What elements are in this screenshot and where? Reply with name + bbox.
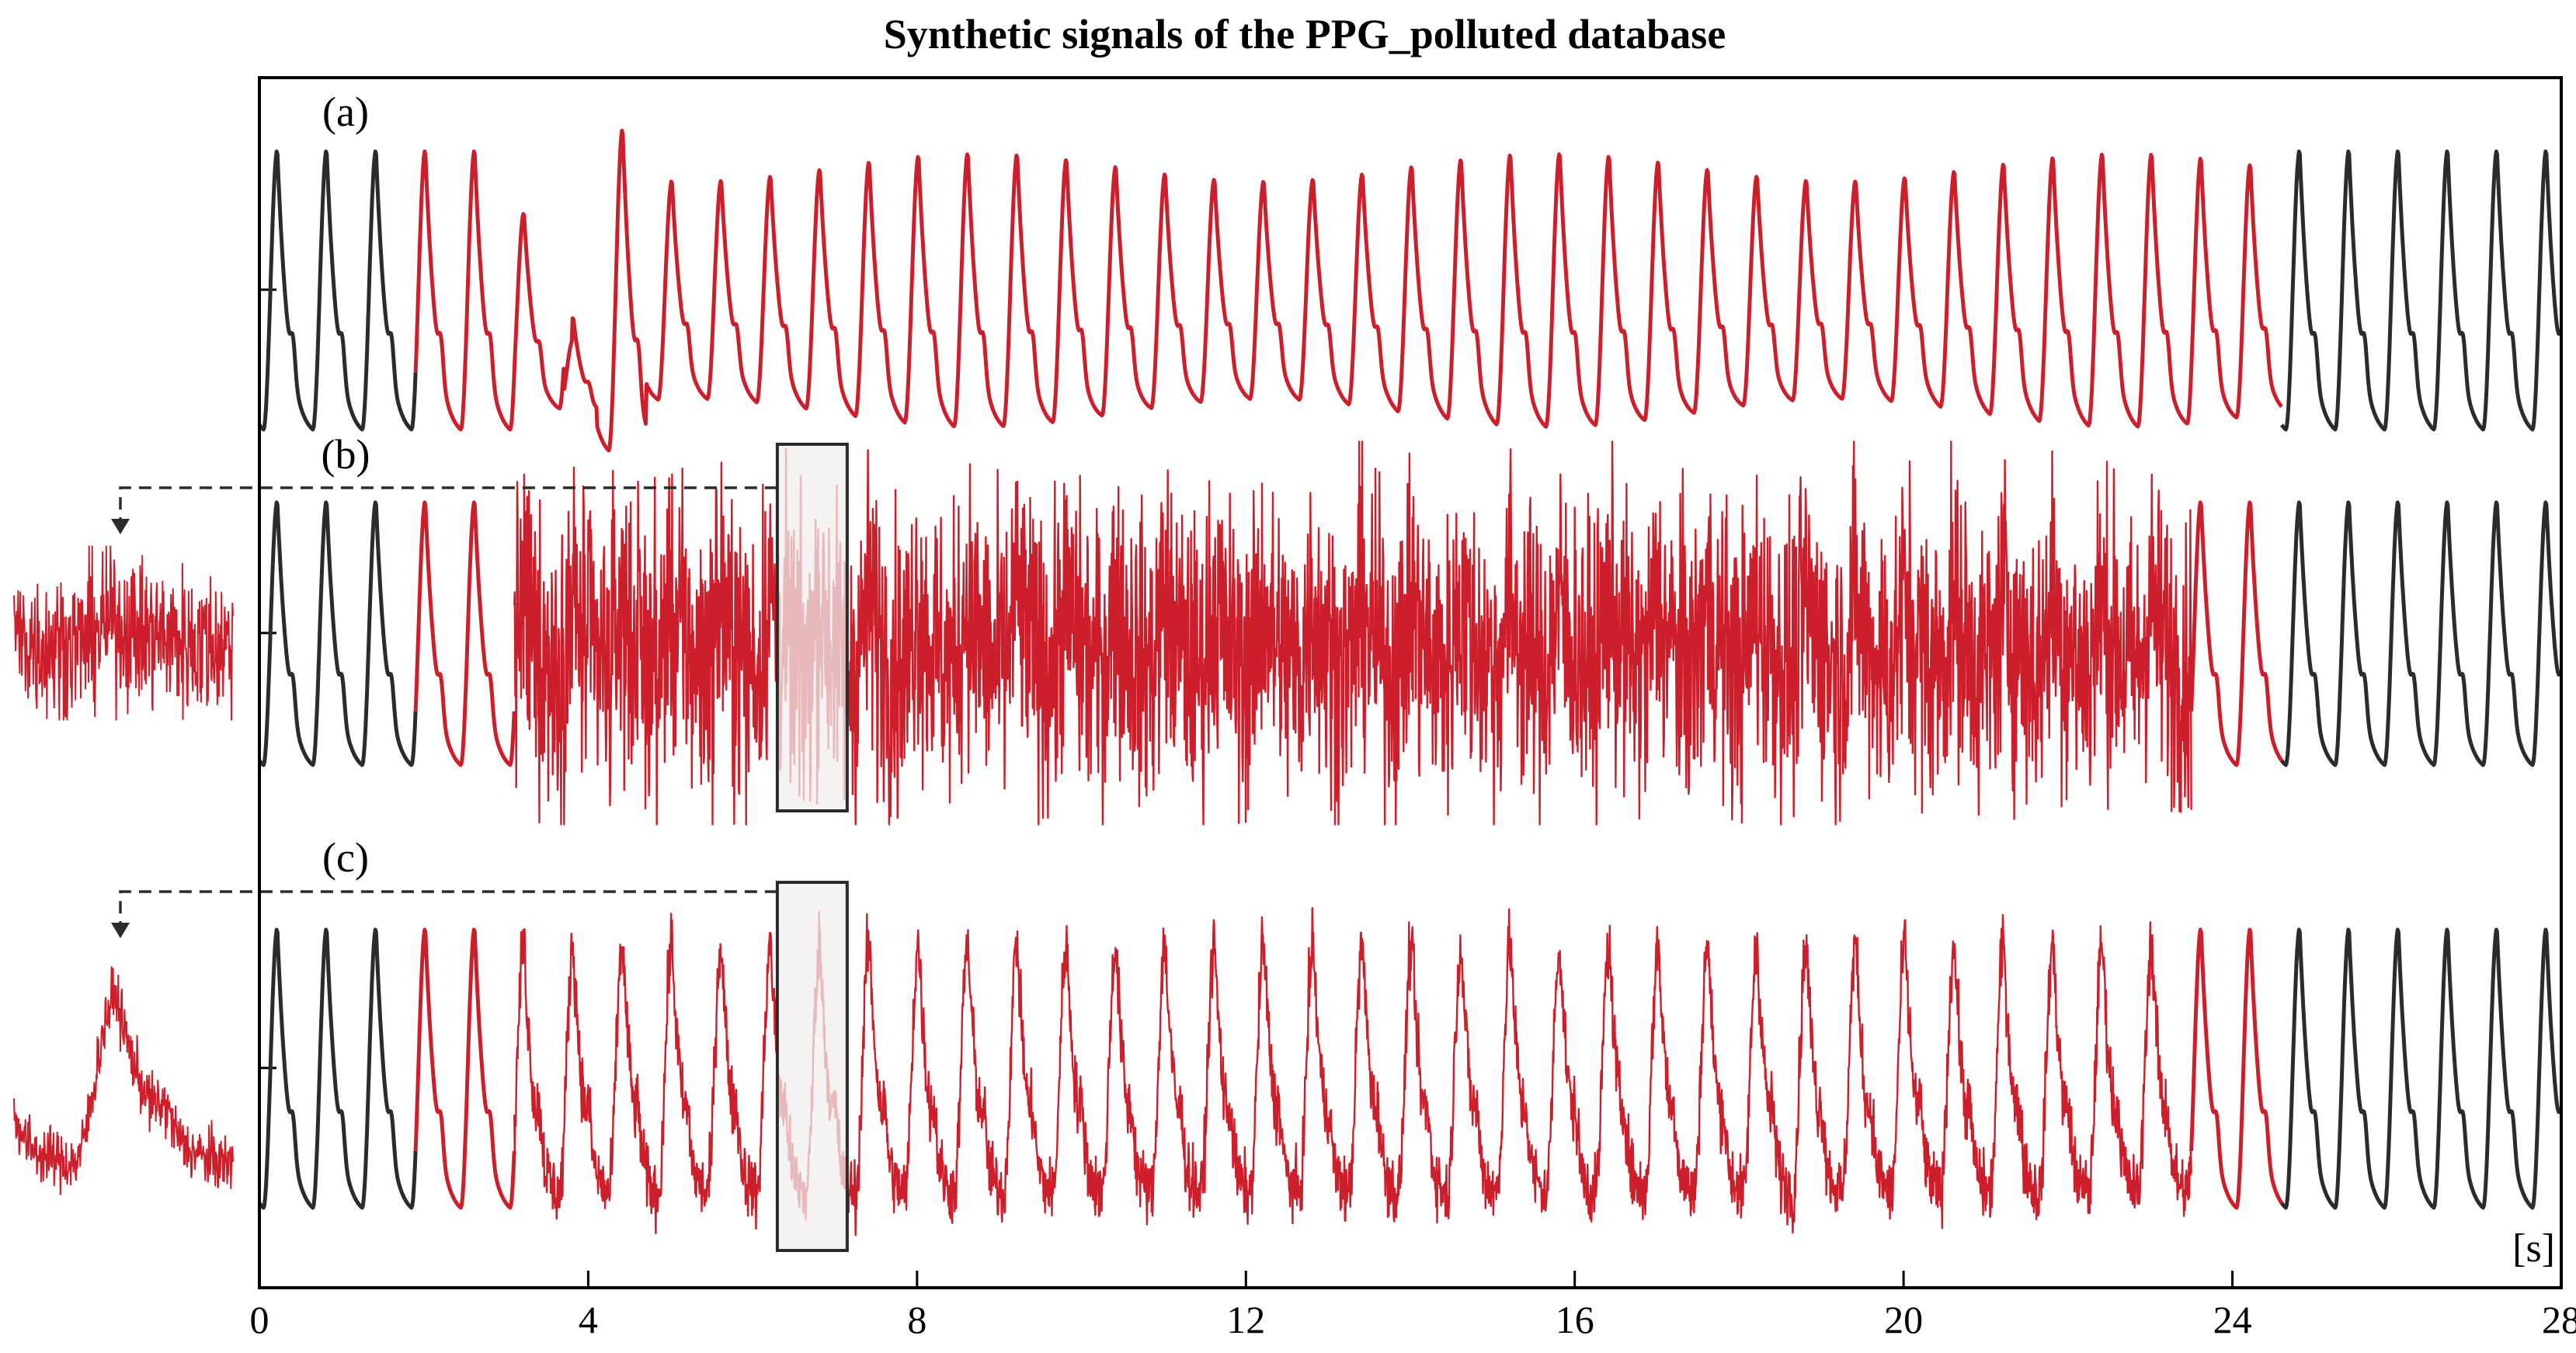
x-tick-label: 12	[1226, 1298, 1265, 1341]
panel-3: (c)	[257, 834, 2563, 1236]
x-tick-label: 4	[579, 1298, 598, 1341]
x-axis: 0 4 8 12 16 20 24 28	[250, 1271, 2576, 1341]
zoom-windows	[13, 443, 849, 1252]
panels: (a) (b) (c)	[257, 89, 2563, 1236]
plot-frame	[258, 76, 2563, 1289]
zoom-arrow-icon	[111, 519, 130, 534]
signal-clean	[257, 149, 418, 432]
zoom-window-2	[13, 881, 849, 1252]
panel-2: (b)	[258, 431, 2563, 826]
x-tick-label: 20	[1884, 1298, 1923, 1341]
signal-clean	[413, 927, 516, 1210]
chart-title: Synthetic signals of the PPG_polluted da…	[884, 11, 1726, 57]
zoom-arrow-icon	[111, 923, 130, 938]
panel-1: (a)	[257, 89, 2563, 453]
zoom-connector	[119, 486, 777, 525]
panel-label: (c)	[322, 834, 369, 881]
zoom-inset-signal	[13, 545, 234, 721]
zoom-box	[775, 443, 849, 812]
x-tick-label: 8	[907, 1298, 926, 1341]
panel-label: (b)	[322, 431, 370, 478]
panel-label: (a)	[322, 89, 369, 135]
signal-morphology-changes	[413, 128, 2283, 453]
zoom-connector	[119, 890, 777, 929]
signal-clean	[2280, 149, 2563, 432]
x-tick-label: 28	[2542, 1298, 2576, 1341]
x-unit-label: [s]	[2512, 1226, 2555, 1271]
signal-clean	[257, 927, 418, 1210]
signal-moderate-noise	[513, 906, 2192, 1236]
zoom-window-1	[13, 443, 849, 812]
x-tick-label: 24	[2213, 1298, 2252, 1341]
x-tick-label: 16	[1556, 1298, 1594, 1341]
signal-clean	[2280, 927, 2563, 1210]
signal-clean	[413, 500, 516, 767]
signal-clean	[2189, 500, 2284, 767]
signal-clean	[2280, 500, 2563, 767]
x-tick-label: 0	[250, 1298, 269, 1341]
zoom-box	[775, 881, 849, 1252]
signal-clean	[2189, 927, 2284, 1210]
zoom-inset-signal	[13, 966, 234, 1195]
signal-clean	[258, 500, 418, 767]
signal-strong-noise	[513, 440, 2192, 826]
